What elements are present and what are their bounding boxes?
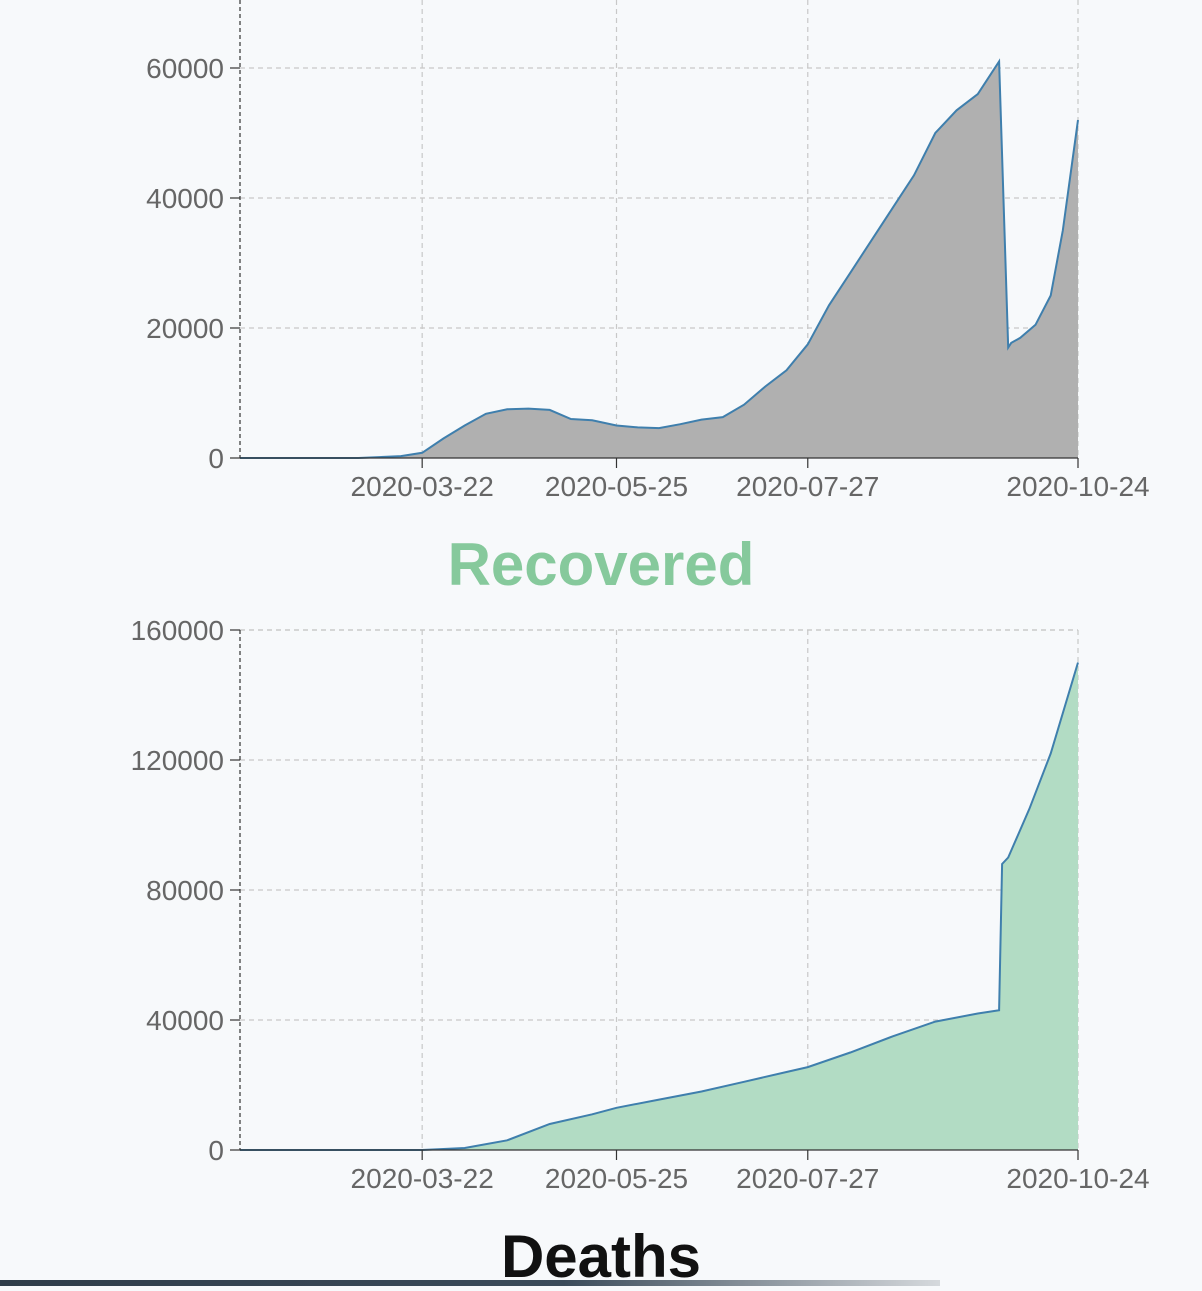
y-tick-label: 0 bbox=[208, 443, 224, 474]
series-line bbox=[240, 58, 1079, 459]
y-tick-label: 0 bbox=[208, 1135, 224, 1166]
axes bbox=[230, 0, 1079, 468]
window-bottom-bar bbox=[0, 1280, 940, 1286]
x-tick-label: 2020-10-24 bbox=[1006, 1163, 1149, 1194]
y-tick-label: 160000 bbox=[131, 615, 224, 646]
y-tick-label: 40000 bbox=[146, 1005, 224, 1036]
series-line bbox=[240, 662, 1079, 1151]
axes bbox=[230, 629, 1079, 1160]
x-tick-label: 2020-05-25 bbox=[545, 1163, 688, 1194]
area-fill bbox=[240, 662, 1078, 1150]
deaths-title: Deaths bbox=[500, 1223, 702, 1290]
x-tick-labels: 2020-03-22 2020-05-25 2020-07-27 2020-10-24 bbox=[351, 471, 1150, 502]
y-tick-label: 60000 bbox=[146, 53, 224, 84]
x-tick-labels: 2020-03-22 2020-05-25 2020-07-27 2020-10-24 bbox=[351, 1163, 1150, 1194]
y-tick-label: 80000 bbox=[146, 875, 224, 906]
y-tick-label: 40000 bbox=[146, 183, 224, 214]
x-tick-label: 2020-05-25 bbox=[545, 471, 688, 502]
x-tick-label: 2020-10-24 bbox=[1006, 471, 1149, 502]
recovered-title: Recovered bbox=[447, 531, 755, 598]
x-tick-label: 2020-07-27 bbox=[736, 471, 879, 502]
x-tick-label: 2020-03-22 bbox=[351, 1163, 494, 1194]
grid-lines bbox=[240, 629, 1079, 1150]
y-tick-labels: 0 20000 40000 60000 bbox=[146, 53, 224, 474]
area-fill bbox=[240, 61, 1078, 458]
x-tick-label: 2020-03-22 bbox=[351, 471, 494, 502]
y-tick-label: 120000 bbox=[131, 745, 224, 776]
y-tick-labels: 0 40000 80000 120000 160000 bbox=[131, 615, 224, 1166]
y-tick-label: 20000 bbox=[146, 313, 224, 344]
x-tick-label: 2020-07-27 bbox=[736, 1163, 879, 1194]
